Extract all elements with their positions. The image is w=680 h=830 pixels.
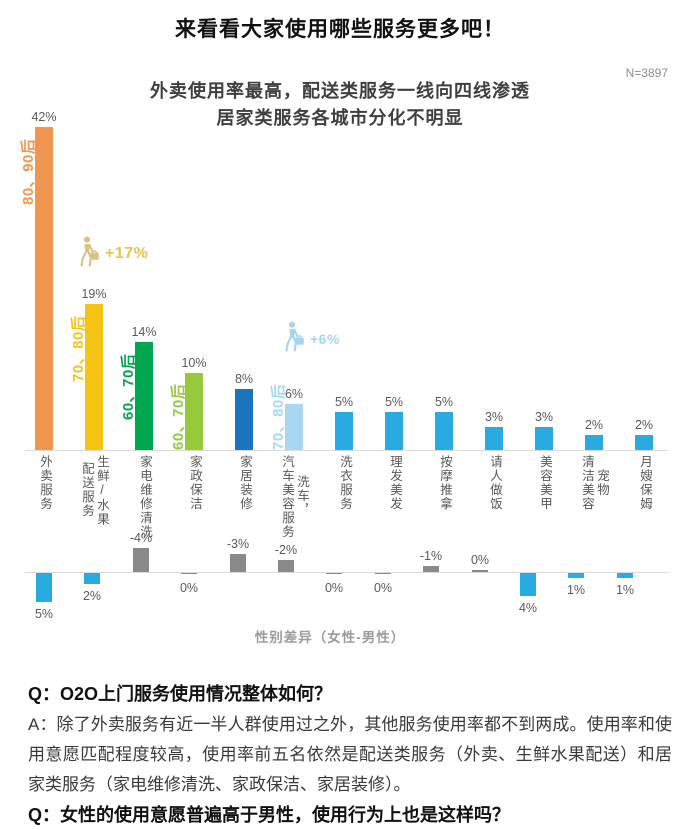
person-with-bag-icon xyxy=(77,236,100,272)
trend-annotation: +6% xyxy=(282,321,340,357)
category-label-column: 清洁美容 xyxy=(580,455,594,511)
trend-annotation: +17% xyxy=(77,236,148,272)
usage-value-label: 5% xyxy=(334,395,354,409)
usage-bar xyxy=(585,435,603,450)
gender-bar xyxy=(278,560,294,572)
gender-bar xyxy=(617,572,633,578)
gender-bar xyxy=(375,572,391,574)
gender-bar xyxy=(84,572,100,584)
usage-value-label: 5% xyxy=(384,395,404,409)
usage-bar xyxy=(285,404,303,450)
category-label-column: 洗车， xyxy=(295,475,309,517)
category-label-column: 外卖服务 xyxy=(38,455,52,511)
gender-value-label: -3% xyxy=(226,537,250,551)
sample-size-note: N=3897 xyxy=(625,66,668,80)
qa-answer-1: A：除了外卖服务有近一半人群使用过之外，其他服务使用率都不到两成。使用率和使用意… xyxy=(28,715,672,794)
usage-value-label: 14% xyxy=(131,325,157,339)
gender-bar xyxy=(520,572,536,596)
gender-value-label: 5% xyxy=(34,607,54,621)
charts-area: 42% 外卖服务 19% 配送服务 生鲜/水果 14% 家电维修清洗 10% 家政保洁 8% 家居装… xyxy=(20,110,654,621)
gender-value-label: 2% xyxy=(82,589,102,603)
usage-bar xyxy=(35,127,53,450)
usage-bar xyxy=(85,304,103,450)
gender-value-label: 0% xyxy=(373,581,393,595)
category-label-column: 汽车美容服务 xyxy=(280,455,294,539)
gender-chart-axis-line xyxy=(25,572,668,573)
category-label-column: 宠物 xyxy=(595,469,609,497)
gender-value-label: 0% xyxy=(324,581,344,595)
chart-subtitle-line1: 外卖使用率最高，配送类服务一线向四线渗透 xyxy=(150,81,530,101)
demo-generation-label: 70、80后 xyxy=(70,315,87,382)
page-title: 来看看大家使用哪些服务更多吧！ xyxy=(175,18,505,41)
usage-bar xyxy=(335,412,353,450)
usage-value-label: 3% xyxy=(484,410,504,424)
gender-bar xyxy=(133,548,149,572)
usage-bar xyxy=(435,412,453,450)
gender-bar xyxy=(568,572,584,578)
chart-subtitle-line2: 居家类服务各城市分化不明显 xyxy=(216,108,464,128)
gender-bar xyxy=(423,566,439,572)
demo-generation-label: 70、80后 xyxy=(270,383,287,450)
gender-bar xyxy=(181,572,197,574)
usage-value-label: 10% xyxy=(181,356,207,370)
gender-bar xyxy=(472,570,488,572)
trend-annotation-value: +6% xyxy=(310,331,340,347)
gender-value-label: 1% xyxy=(615,583,635,597)
usage-bar xyxy=(235,389,253,450)
usage-bar xyxy=(135,342,153,450)
usage-value-label: 8% xyxy=(234,372,254,386)
gender-value-label: 4% xyxy=(518,601,538,615)
demo-generation-label: 60、70后 xyxy=(170,383,187,450)
usage-bar xyxy=(535,427,553,450)
person-with-bag-icon xyxy=(282,321,305,357)
usage-value-label: 5% xyxy=(434,395,454,409)
category-label-column: 家居装修 xyxy=(238,455,252,511)
category-label-column: 家政保洁 xyxy=(188,455,202,511)
gender-bar xyxy=(326,572,342,574)
gender-value-label: -4% xyxy=(129,531,153,545)
usage-bar xyxy=(635,435,653,450)
gender-value-label: -1% xyxy=(419,549,443,563)
gender-value-label: 1% xyxy=(566,583,586,597)
gender-bar xyxy=(36,572,52,602)
usage-bar xyxy=(385,412,403,450)
usage-chart-axis-line xyxy=(25,450,668,451)
qa-question-1: Q：O2O上门服务使用情况整体如何？ xyxy=(28,684,333,704)
trend-annotation-value: +17% xyxy=(105,245,149,262)
usage-bar xyxy=(485,427,503,450)
category-label-column: 按摩推拿 xyxy=(438,455,452,511)
category-label-column: 生鲜/水果 xyxy=(95,455,109,527)
category-label-column: 美容美甲 xyxy=(538,455,552,511)
demo-generation-label: 80、90后 xyxy=(20,138,37,205)
gender-value-label: -2% xyxy=(274,543,298,557)
category-label-column: 月嫂保姆 xyxy=(638,455,652,511)
category-label-column: 家电维修清洗 xyxy=(138,455,152,539)
category-label-column: 请人做饭 xyxy=(488,455,502,511)
category-label-column: 配送服务 xyxy=(80,462,94,518)
usage-value-label: 42% xyxy=(31,110,57,124)
usage-value-label: 3% xyxy=(534,410,554,424)
usage-value-label: 19% xyxy=(81,287,107,301)
usage-value-label: 2% xyxy=(634,418,654,432)
gender-bar xyxy=(230,554,246,572)
gender-value-label: 0% xyxy=(179,581,199,595)
usage-bar xyxy=(185,373,203,450)
usage-value-label: 2% xyxy=(584,418,604,432)
category-label-column: 洗衣服务 xyxy=(338,455,352,511)
category-label-column: 理发美发 xyxy=(388,455,402,511)
qa-question-2: Q：女性的使用意愿普遍高于男性，使用行为上也是这样吗？ xyxy=(28,805,510,825)
gender-value-label: 0% xyxy=(470,553,490,567)
demo-generation-label: 60、70后 xyxy=(120,353,137,420)
usage-value-label: 6% xyxy=(284,387,304,401)
gender-axis-title: 性别差异（女性-男性） xyxy=(254,630,406,645)
